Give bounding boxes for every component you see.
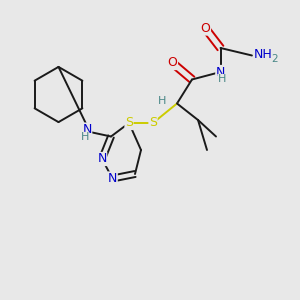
Text: 2: 2 (272, 54, 278, 64)
Text: N: N (82, 123, 92, 136)
Text: S: S (125, 116, 133, 130)
Text: N: N (216, 65, 225, 79)
Text: H: H (80, 132, 89, 142)
Text: O: O (201, 22, 210, 35)
Text: NH: NH (254, 48, 272, 62)
Text: N: N (108, 172, 117, 185)
Text: H: H (218, 74, 226, 85)
Text: H: H (158, 95, 166, 106)
Text: O: O (168, 56, 177, 70)
Text: S: S (149, 116, 157, 130)
Text: N: N (97, 152, 107, 166)
